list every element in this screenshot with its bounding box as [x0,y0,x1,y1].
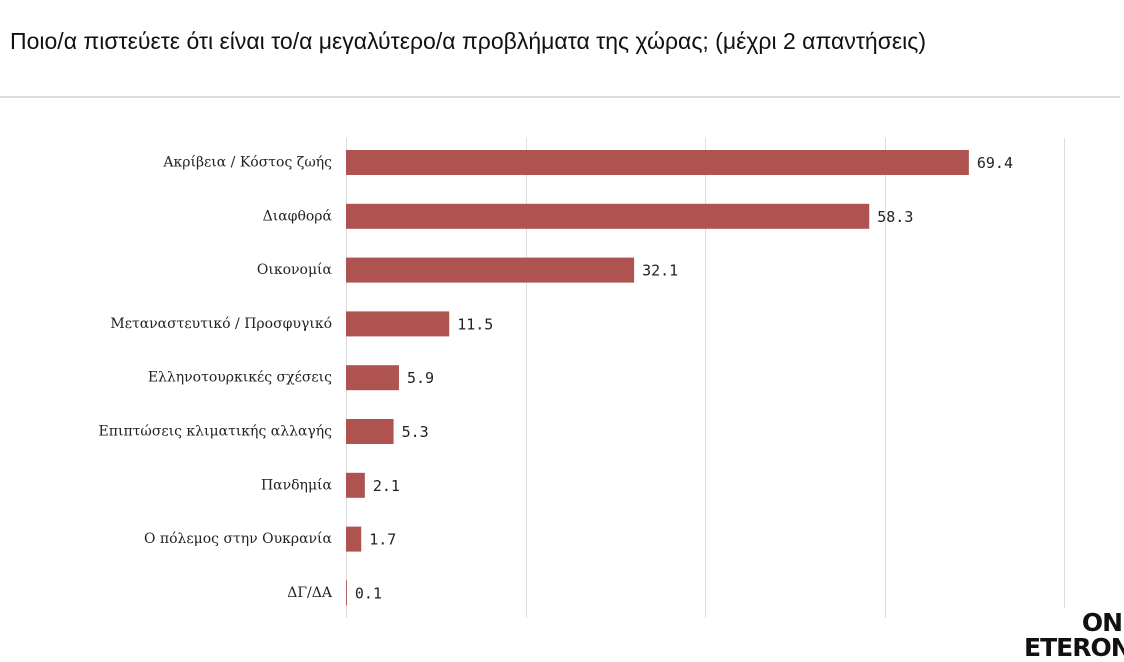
category-label-2: Οικονομία [257,261,333,278]
bar-5 [346,419,394,444]
value-label-4: 5.9 [407,369,434,387]
logo-line-eteron: ETERON [1024,633,1124,662]
bar-1 [346,203,870,229]
category-labels: Ακρίβεια / Κόστος ζωής Διαφθορά Οικονομία Μ… [99,154,333,601]
value-label-5: 5.3 [402,423,429,441]
category-label-4: Ελληνοτουρκικές σχέσεις [148,369,332,386]
title-divider [0,96,1120,98]
eteron-logo: ON ETERON [1024,608,1124,662]
value-label-6: 2.1 [373,477,400,495]
bars [346,150,969,606]
category-label-0: Ακρίβεια / Κόστος ζωής [162,154,332,171]
category-label-6: Πανδημία [261,476,333,493]
bar-0 [346,150,969,175]
value-label-7: 1.7 [369,531,396,549]
bar-2 [346,257,635,283]
category-label-5: Επιπτώσεις κλιματικής αλλαγής [99,424,333,440]
value-label-0: 69.4 [977,154,1013,172]
value-labels: 69.4 58.3 32.1 11.5 5.9 5.3 2.1 1.7 0.1 [355,154,1013,602]
bar-3 [346,311,450,337]
value-label-1: 58.3 [877,208,913,226]
bar-7 [346,526,362,552]
value-label-2: 32.1 [642,262,678,280]
category-label-7: Ο πόλεμος στην Ουκρανία [144,530,333,547]
value-label-3: 11.5 [457,315,493,333]
bar-6 [346,472,365,498]
bar-8 [346,580,347,606]
category-label-1: Διαφθορά [263,208,333,224]
category-label-3: Μεταναστευτικό / Προσφυγικό [110,316,332,332]
value-label-8: 0.1 [355,584,382,602]
category-label-8: ΔΓ/ΔΑ [287,585,333,601]
chart-title: Ποιο/α πιστεύετε ότι είναι το/α μεγαλύτε… [10,28,927,54]
logo-line-on: ON [1081,608,1123,637]
bar-4 [346,365,399,391]
